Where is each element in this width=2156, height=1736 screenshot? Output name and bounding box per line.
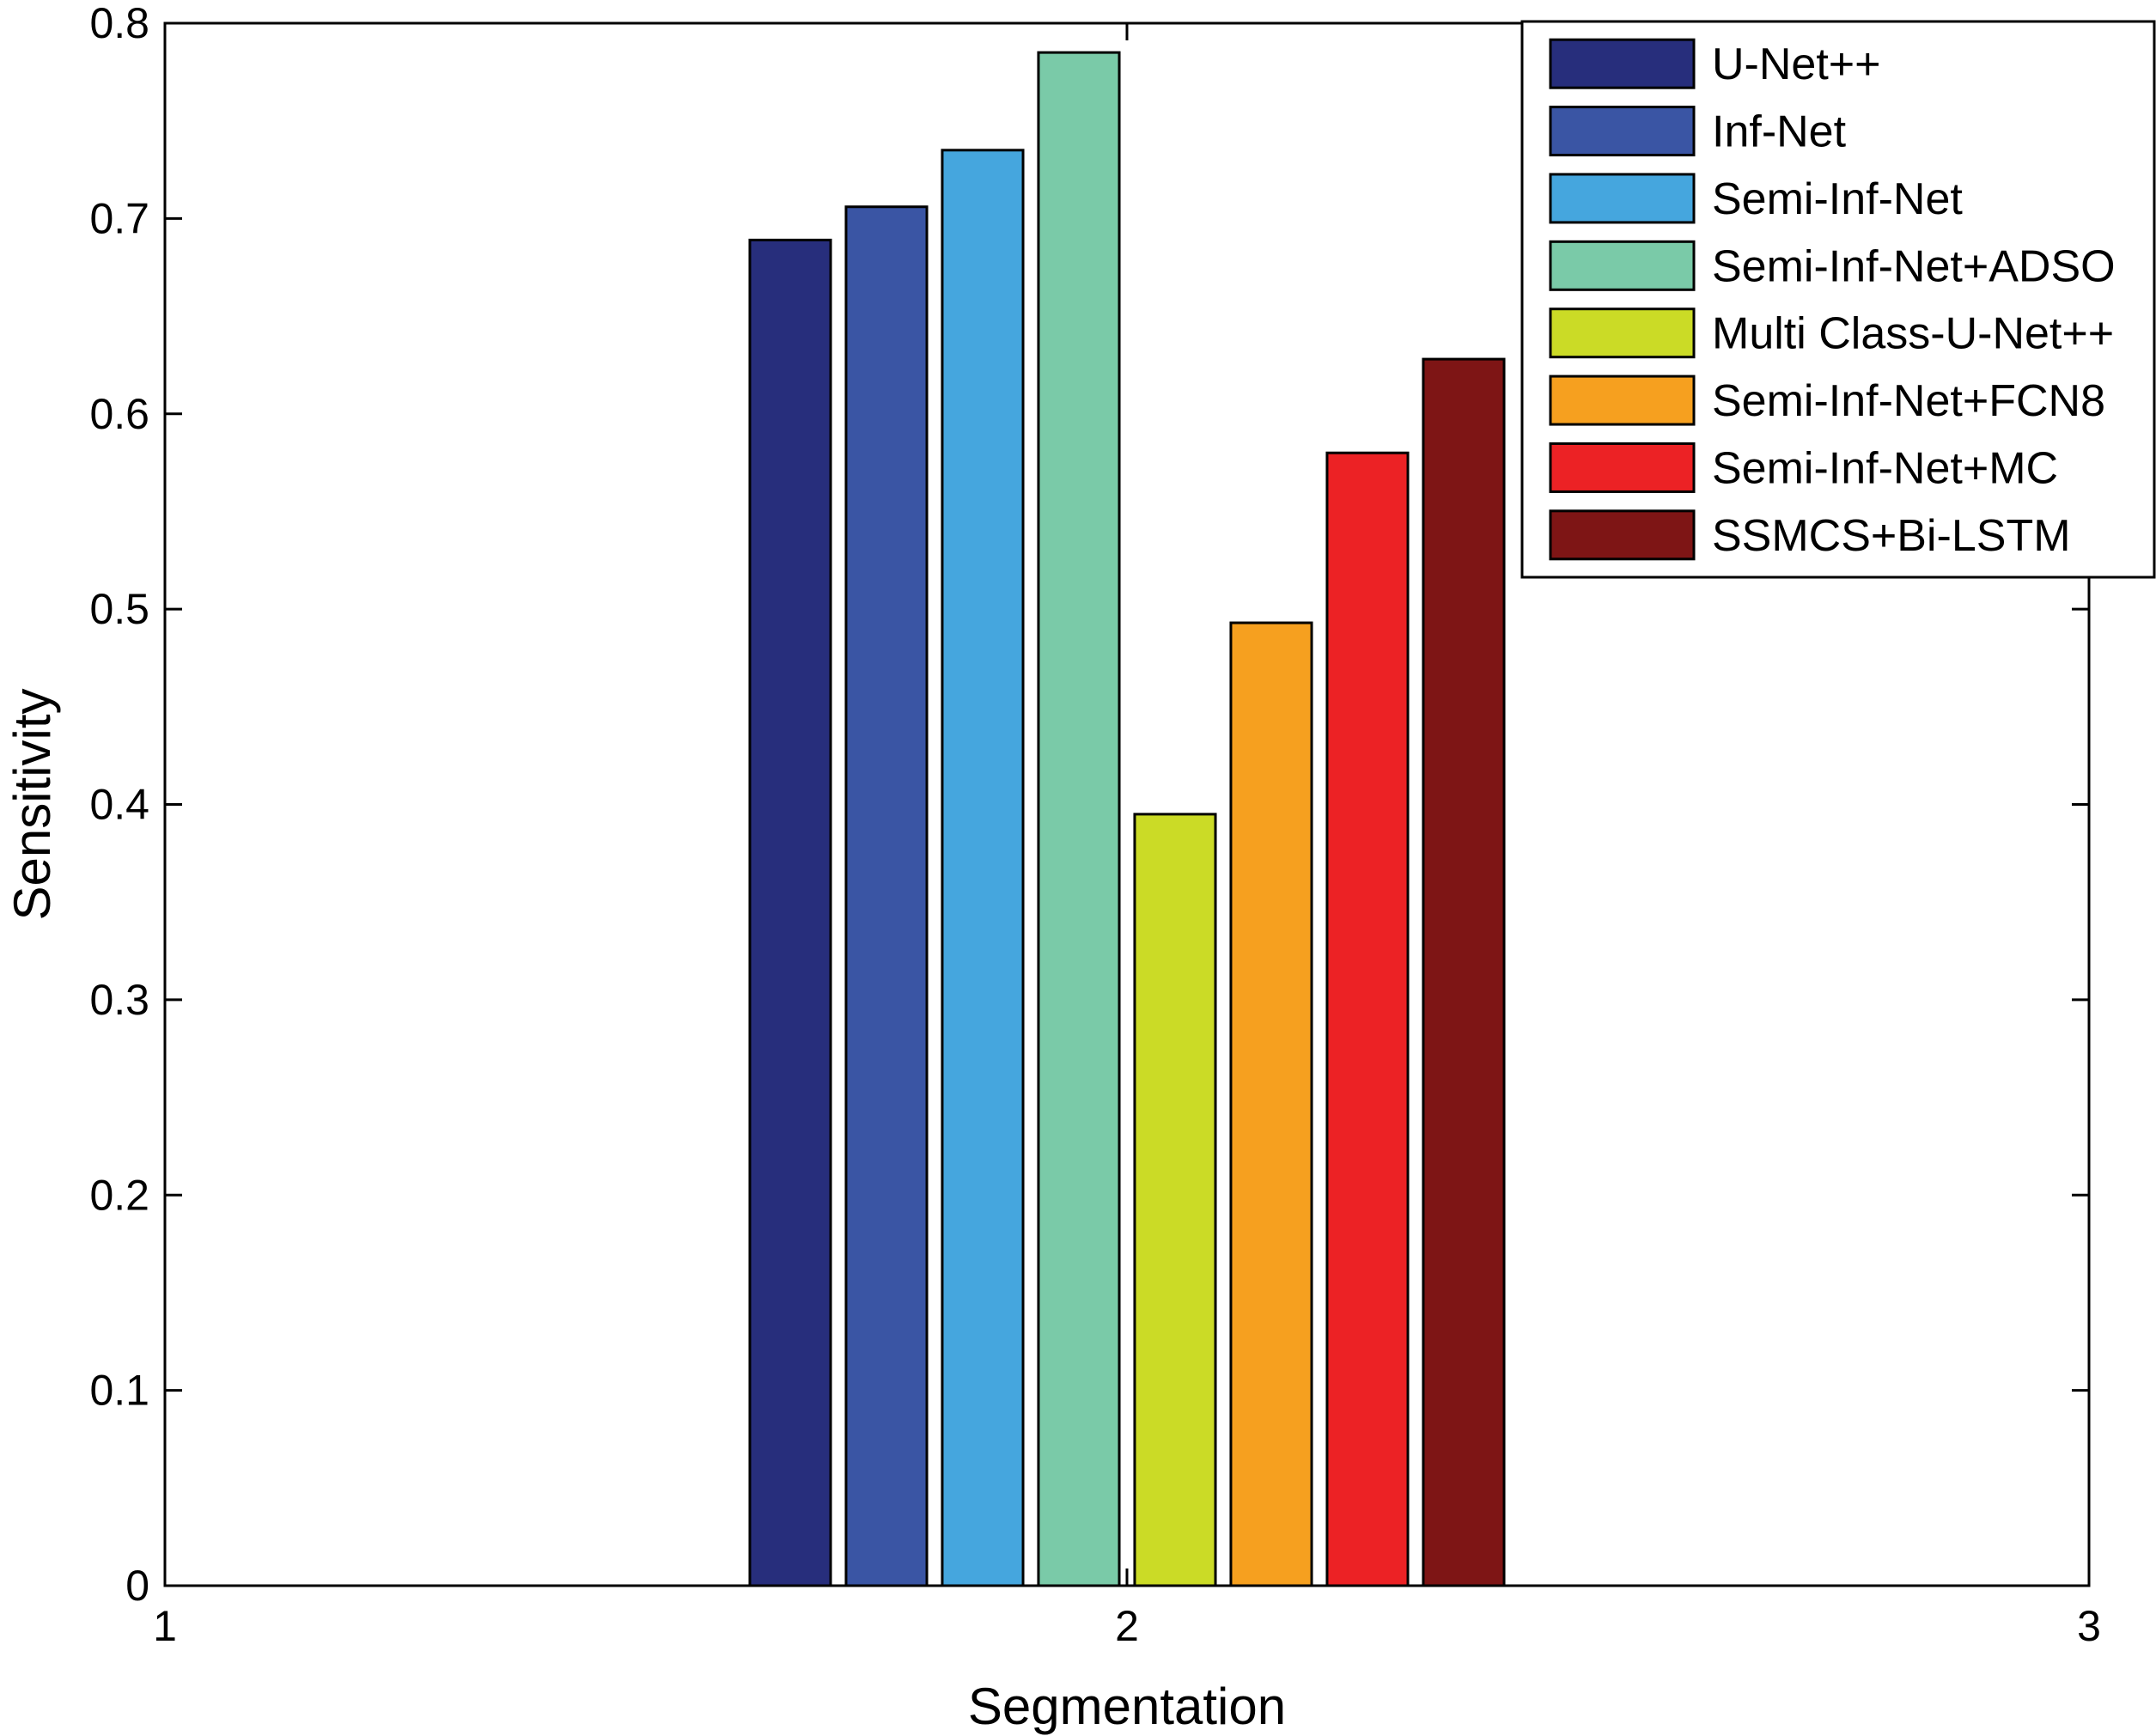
legend-swatch bbox=[1549, 173, 1696, 224]
bar-7 bbox=[1422, 357, 1506, 1587]
y-axis-title: Sensitivity bbox=[3, 688, 61, 920]
legend-swatch bbox=[1549, 375, 1696, 426]
y-tick-label: 0.6 bbox=[89, 390, 149, 438]
legend-label: Semi-Inf-Net+ADSO bbox=[1712, 241, 2116, 291]
bar-3 bbox=[1037, 51, 1121, 1587]
y-tick-label: 0 bbox=[125, 1562, 149, 1610]
bar-2 bbox=[941, 149, 1025, 1587]
x-tick-label: 1 bbox=[153, 1602, 177, 1650]
x-axis-title: Segmentation bbox=[968, 1678, 1286, 1735]
y-tick-label: 0.4 bbox=[89, 781, 149, 829]
legend-swatch bbox=[1549, 509, 1696, 561]
y-tick-label: 0.5 bbox=[89, 585, 149, 633]
legend: U-Net++ Inf-Net Semi-Inf-Net Semi-Inf-Net+A… bbox=[1520, 20, 2156, 579]
bar-5 bbox=[1229, 621, 1313, 1587]
legend-label: Semi-Inf-Net+FCN8 bbox=[1712, 376, 2105, 426]
bar-1 bbox=[844, 205, 929, 1587]
legend-swatch bbox=[1549, 442, 1696, 493]
bar-6 bbox=[1325, 451, 1410, 1587]
x-tick-label: 3 bbox=[2077, 1602, 2101, 1650]
legend-box bbox=[1520, 20, 2156, 579]
legend-swatch bbox=[1549, 308, 1696, 359]
legend-label: Semi-Inf-Net+MC bbox=[1712, 443, 2058, 493]
legend-label: Multi Class-U-Net++ bbox=[1712, 309, 2114, 359]
legend-swatch bbox=[1549, 106, 1696, 157]
y-tick-label: 0.2 bbox=[89, 1171, 149, 1219]
axis-ticks-group: 0 0.1 0.2 0.3 0.4 0.5 0.6 0.7 0.8 1 2 3 bbox=[89, 0, 2100, 1650]
bar-0 bbox=[748, 238, 832, 1587]
y-tick-label: 0.7 bbox=[89, 194, 149, 242]
legend-swatch bbox=[1549, 38, 1696, 89]
x-tick-label: 2 bbox=[1115, 1602, 1139, 1650]
y-tick-label: 0.1 bbox=[89, 1367, 149, 1415]
bar-4 bbox=[1133, 813, 1217, 1587]
legend-label: Semi-Inf-Net bbox=[1712, 174, 1963, 224]
legend-swatch bbox=[1549, 240, 1696, 291]
y-tick-label: 0.8 bbox=[89, 0, 149, 47]
bars-group bbox=[748, 51, 1506, 1587]
legend-label: U-Net++ bbox=[1712, 40, 1881, 89]
y-tick-label: 0.3 bbox=[89, 976, 149, 1024]
legend-label: SSMCS+Bi-LSTM bbox=[1712, 511, 2071, 561]
legend-label: Inf-Net bbox=[1712, 107, 1847, 157]
